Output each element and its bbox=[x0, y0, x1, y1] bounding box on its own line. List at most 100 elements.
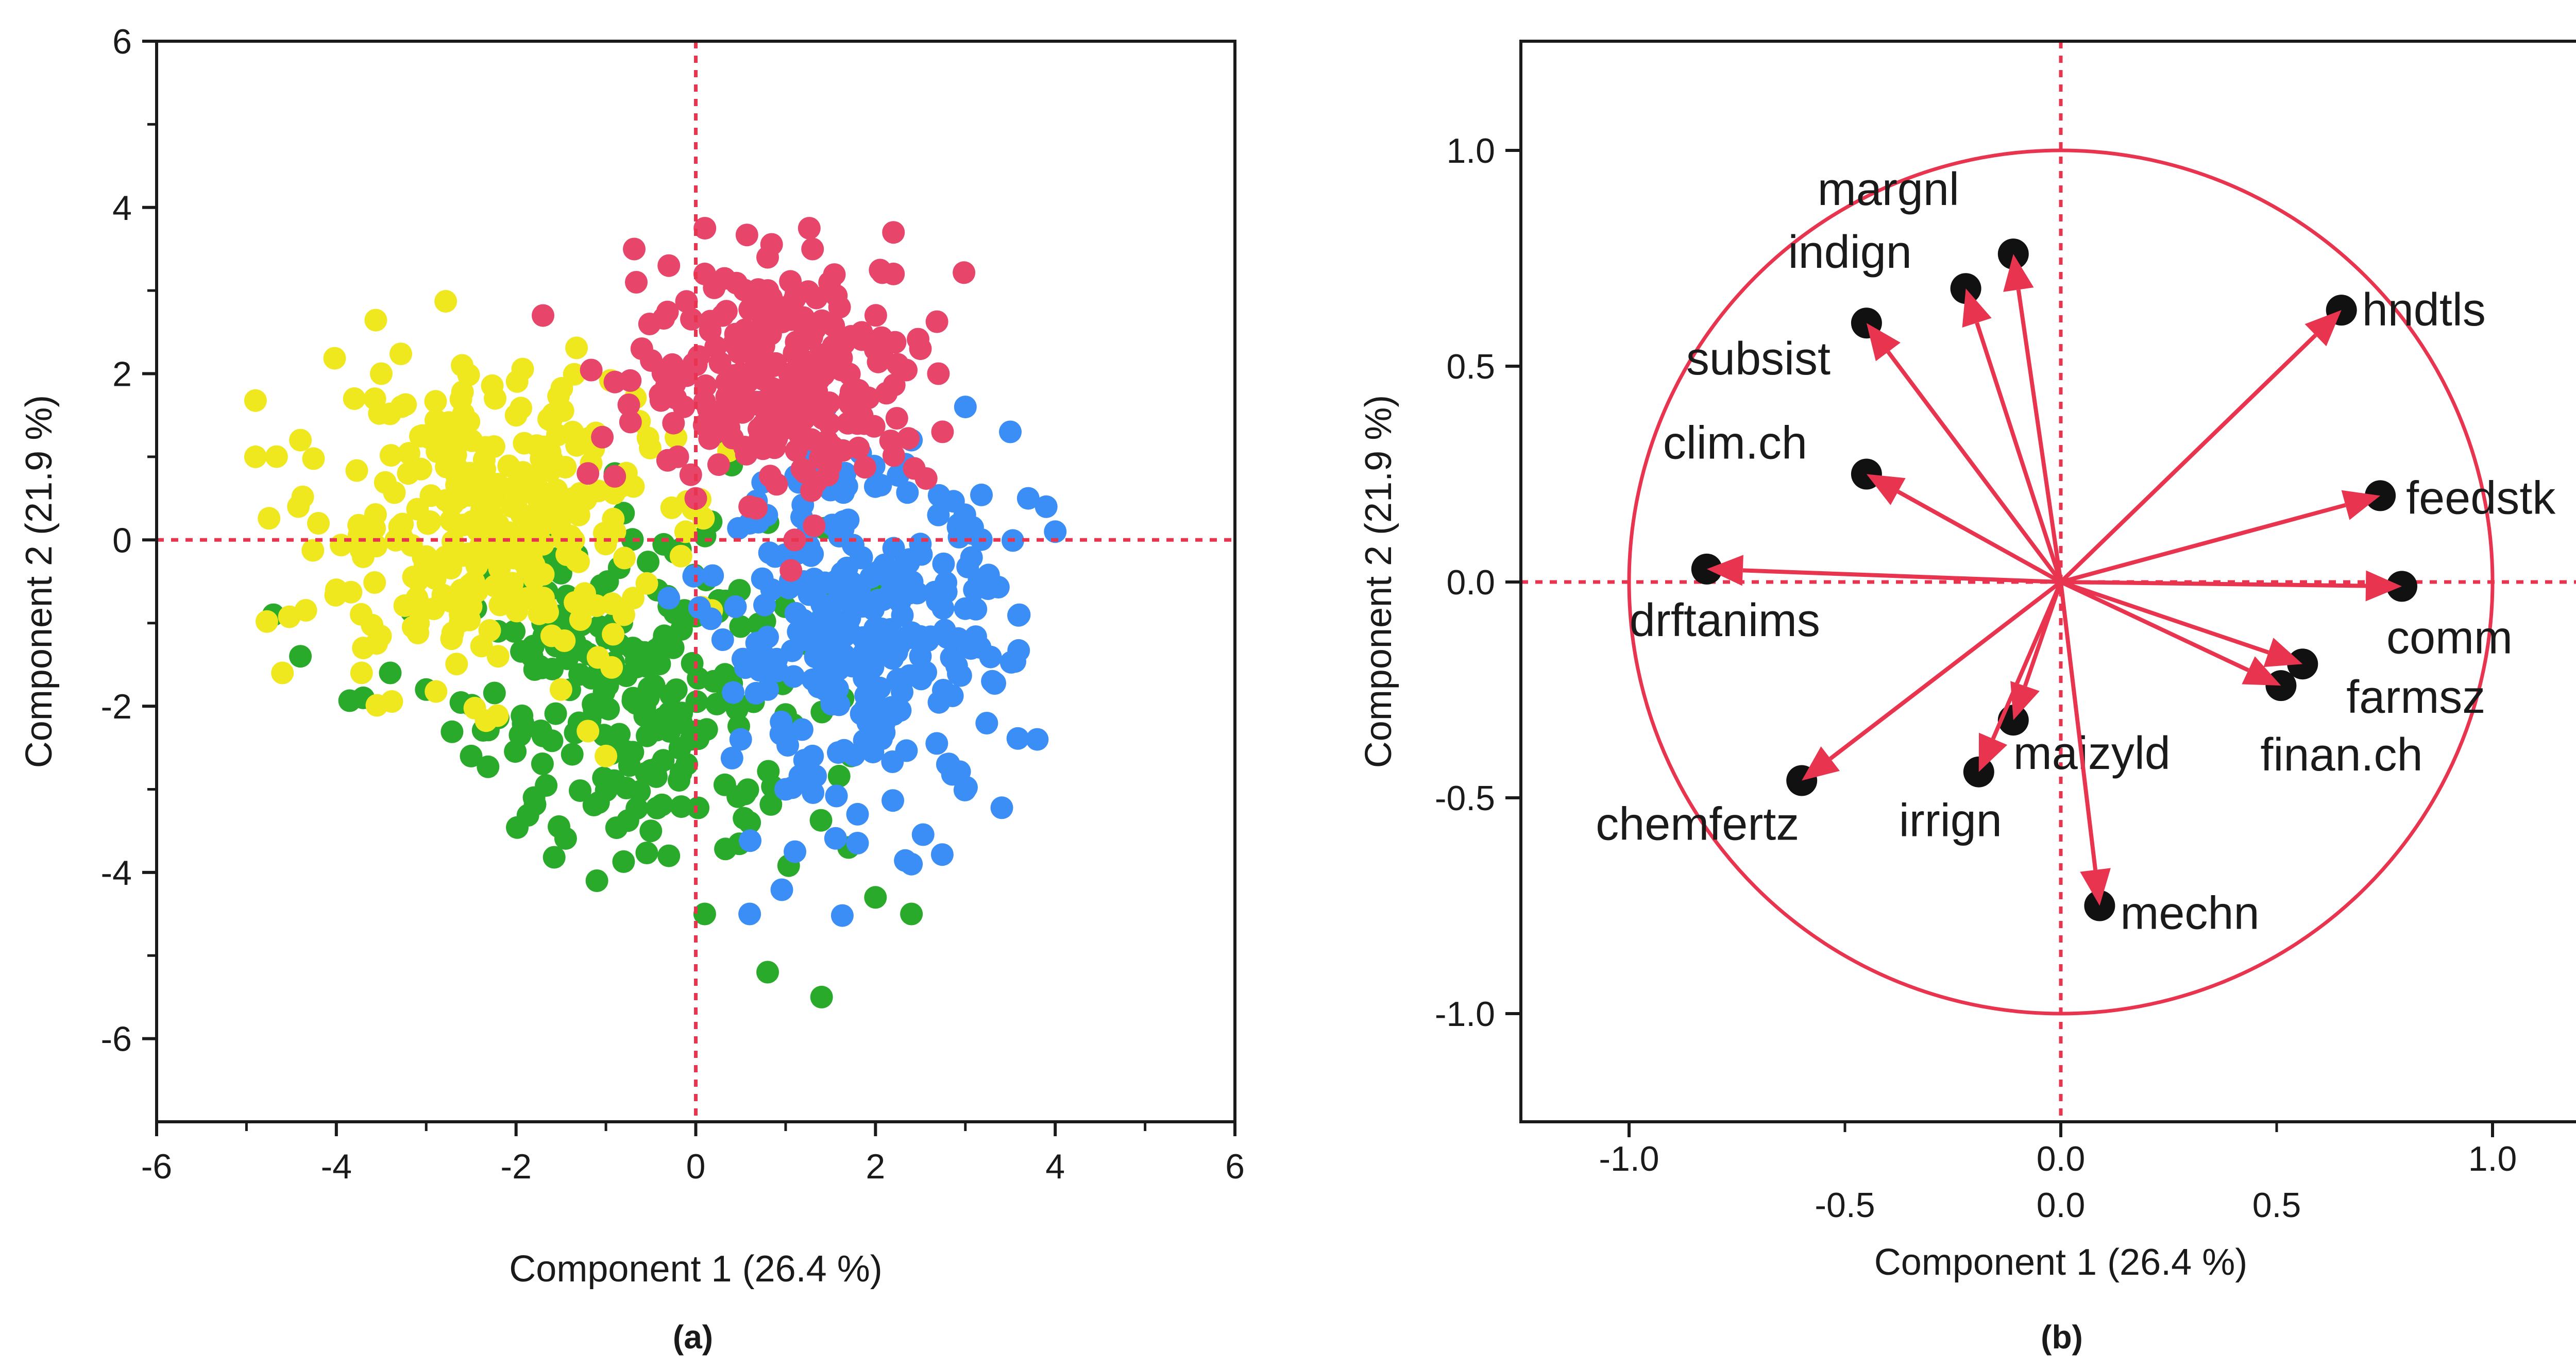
panel-a-point bbox=[612, 850, 635, 873]
panel-a-point bbox=[674, 520, 697, 543]
panel-a-point bbox=[291, 485, 314, 508]
panel-a-point bbox=[854, 696, 877, 719]
panel-a-point bbox=[793, 749, 816, 772]
panel-a-point bbox=[364, 309, 387, 332]
panel-a-point bbox=[602, 507, 625, 531]
panel-a-point bbox=[1035, 495, 1058, 518]
panel-a-point bbox=[569, 779, 591, 802]
panel-a-point bbox=[824, 638, 848, 661]
panel-a-point bbox=[827, 764, 851, 788]
panel-a-point bbox=[540, 449, 564, 472]
panel-a-point bbox=[424, 390, 447, 413]
panel-b-ticks: -1.0 0.0 1.0 -0.5 0.0 0.5 1.0 0.5 0.0 -0.5 -1.0 bbox=[1435, 131, 2517, 1225]
panel-a-point bbox=[777, 576, 801, 600]
panel-a-point bbox=[864, 338, 887, 361]
panel-a-point bbox=[657, 254, 681, 277]
panel-a-point bbox=[941, 684, 964, 707]
panel-a-point bbox=[595, 744, 618, 767]
panel-a-point bbox=[999, 420, 1022, 443]
panel-a-point bbox=[580, 666, 603, 690]
panel-b-label: (b) bbox=[2041, 1319, 2083, 1356]
panel-a-point bbox=[741, 328, 765, 351]
panel-a-point bbox=[729, 728, 752, 751]
panel-a-point bbox=[741, 291, 765, 314]
panel-a-point bbox=[532, 563, 555, 586]
panel-a-point bbox=[505, 370, 529, 393]
panel-a-point bbox=[867, 625, 890, 648]
panel-a-point bbox=[553, 629, 576, 652]
panel-a-point bbox=[735, 224, 758, 247]
panel-a-point bbox=[802, 781, 825, 804]
panel-a-point bbox=[718, 416, 741, 439]
panel-a-point bbox=[953, 778, 976, 801]
panel-a-point bbox=[379, 661, 402, 684]
panel-a-point bbox=[389, 343, 412, 366]
panel-a-point bbox=[911, 823, 935, 846]
panel-a-point bbox=[680, 728, 703, 751]
panel-a-point bbox=[731, 401, 754, 424]
panel-a-point bbox=[549, 516, 572, 539]
panel-b-point-comm bbox=[2386, 571, 2417, 602]
panel-a-point bbox=[660, 496, 683, 519]
panel-a-point bbox=[472, 448, 496, 471]
panel-a-point bbox=[323, 347, 346, 370]
panel-a-point bbox=[936, 626, 959, 649]
panel-a-point bbox=[582, 693, 605, 716]
panel-a-point bbox=[846, 832, 869, 854]
panel-a-point bbox=[577, 462, 600, 485]
panel-a-point bbox=[828, 581, 852, 604]
panel-a-point bbox=[379, 444, 402, 467]
panel-a-point bbox=[637, 551, 659, 574]
panel-a-point bbox=[289, 429, 312, 452]
panel-a-point bbox=[881, 647, 904, 670]
panel-a-x-tick-label: 4 bbox=[1045, 1147, 1065, 1186]
panel-a-point bbox=[734, 656, 757, 679]
panel-a-y-axis-title: Component 2 (21.9 %) bbox=[19, 395, 60, 768]
panel-a-point bbox=[763, 436, 786, 459]
panel-a-point bbox=[796, 280, 820, 303]
panel-b-variable-label: farmsz bbox=[2346, 672, 2485, 723]
panel-a-point bbox=[619, 369, 642, 392]
panel-a-point bbox=[894, 849, 917, 872]
panel-b-arrow-shaft-mechn bbox=[2059, 581, 2098, 870]
panel-a-point bbox=[621, 741, 645, 764]
panel-a-point bbox=[657, 844, 681, 867]
panel-b-variable-label: comm bbox=[2386, 612, 2513, 663]
panel-b-arrow-shaft-farmsz bbox=[2060, 580, 2269, 655]
panel-b-arrowhead-irrign bbox=[1978, 732, 2008, 772]
panel-a-point bbox=[931, 420, 954, 443]
panel-b-point-indign bbox=[1950, 273, 1981, 304]
panel-a-point bbox=[658, 720, 681, 743]
panel-a-point bbox=[440, 720, 464, 743]
panel-a-point bbox=[849, 546, 872, 570]
panel-a-point bbox=[882, 221, 905, 244]
panel-a-point bbox=[698, 427, 721, 450]
panel-a-point bbox=[580, 358, 603, 382]
panel-b-arrowhead-indign bbox=[1962, 288, 1992, 328]
panel-a-point bbox=[882, 444, 905, 467]
panel-a-point bbox=[687, 667, 710, 690]
panel-a-point bbox=[801, 237, 824, 261]
panel-a-point bbox=[477, 755, 500, 778]
panel-a-point bbox=[935, 571, 958, 594]
panel-a-point bbox=[801, 542, 824, 566]
panel-b-arrow-shaft-feedstk bbox=[2060, 503, 2346, 584]
panel-a-point bbox=[970, 483, 993, 506]
panel-a-point bbox=[884, 331, 907, 354]
panel-a-point bbox=[482, 484, 505, 507]
panel-a-point bbox=[460, 744, 483, 767]
panel-a-point bbox=[1007, 639, 1030, 662]
panel-a-point bbox=[707, 453, 730, 476]
panel-a-point bbox=[656, 300, 679, 323]
panel-a-point bbox=[930, 843, 954, 866]
panel-b-correlation-circle bbox=[1627, 148, 2495, 1016]
panel-a-point bbox=[862, 415, 886, 438]
panel-a-point bbox=[798, 217, 821, 240]
panel-a-point bbox=[885, 407, 908, 430]
panel-a-point bbox=[853, 456, 876, 479]
panel-a-point bbox=[1016, 487, 1040, 510]
panel-a-point bbox=[810, 593, 833, 616]
panel-a-point bbox=[343, 387, 366, 410]
panel-b-x-axis-title: Component 1 (26.4 %) bbox=[1874, 1242, 2247, 1283]
panel-a-point bbox=[831, 561, 854, 585]
